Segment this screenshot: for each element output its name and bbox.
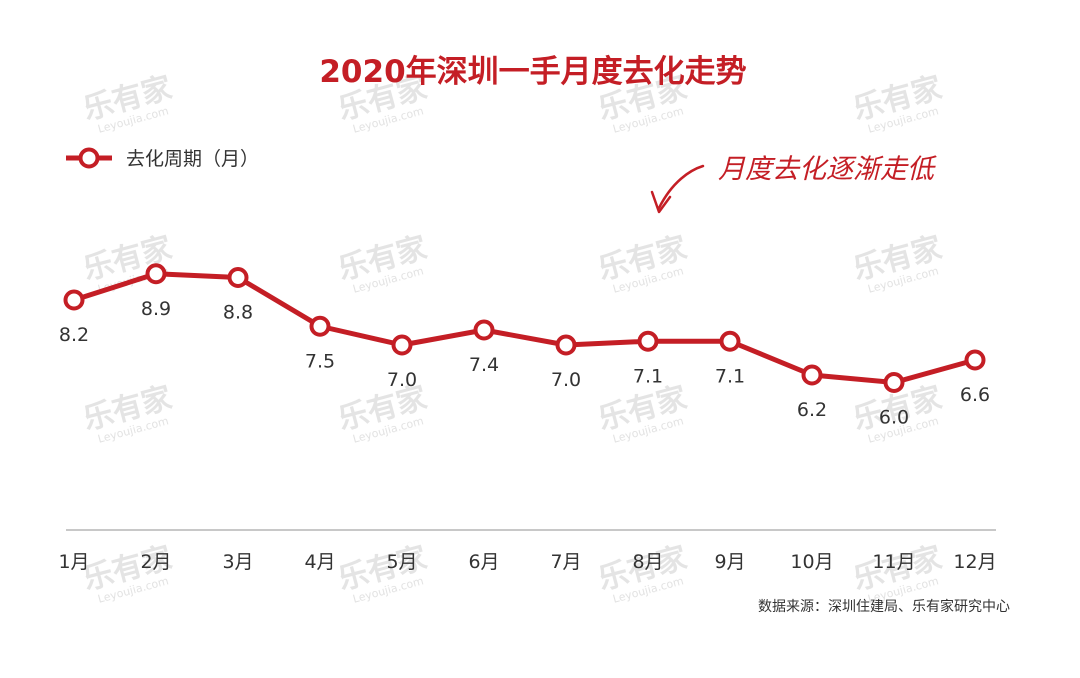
- data-point: [473, 319, 495, 341]
- data-point: [964, 349, 986, 371]
- data-label: 7.1: [633, 365, 663, 387]
- data-label: 7.0: [387, 369, 417, 391]
- annotation-text: 月度去化逐渐走低: [718, 154, 937, 185]
- data-label: 7.1: [715, 365, 745, 387]
- data-label: 8.9: [141, 298, 171, 320]
- data-label: 7.4: [469, 354, 499, 376]
- data-point: [145, 263, 167, 285]
- data-label: 7.0: [551, 369, 581, 391]
- data-label: 6.2: [797, 399, 827, 421]
- series-line: [73, 271, 976, 385]
- data-point: [883, 372, 905, 393]
- chart-title: 2020年深圳一手月度去化走势: [319, 54, 746, 90]
- data-point: [391, 334, 413, 356]
- data-point: [309, 315, 331, 337]
- x-tick-label: 6月: [468, 551, 499, 573]
- x-tick-label: 4月: [304, 551, 335, 573]
- data-label: 7.5: [305, 350, 335, 372]
- x-tick-label: 1月: [58, 551, 89, 573]
- data-point: [637, 330, 659, 352]
- annotation: 月度去化逐渐走低: [650, 154, 937, 214]
- data-point: [227, 267, 249, 288]
- x-tick-label: 12月: [953, 551, 996, 573]
- x-tick-label: 9月: [714, 551, 745, 573]
- data-label: 6.0: [879, 407, 909, 429]
- data-label: 8.8: [223, 302, 253, 324]
- data-point: [555, 334, 577, 356]
- data-label: 6.6: [960, 384, 990, 406]
- legend-point-marker: [78, 147, 100, 169]
- x-tick-label: 5月: [386, 551, 417, 573]
- data-point: [719, 330, 741, 352]
- data-point: [63, 289, 85, 311]
- x-tick-label: 8月: [632, 551, 663, 573]
- x-tick-label: 11月: [872, 551, 915, 573]
- series-layer: [63, 263, 986, 393]
- data-label-layer: 8.2 8.9 8.8 7.5 7.0 7.4 7.0 7.1 7.1 6.2 6.0 6.6: [59, 298, 990, 429]
- annotation-arrowhead-icon: [650, 190, 672, 214]
- x-tick-label: 2月: [140, 551, 171, 573]
- source-note: 数据来源：深圳住建局、乐有家研究中心: [758, 598, 1010, 615]
- data-point: [801, 364, 823, 386]
- annotation-arrow-icon: [657, 164, 705, 210]
- data-label: 8.2: [59, 324, 89, 346]
- x-tick-layer: 1月 2月 3月 4月 5月 6月 7月 8月 9月 10月 11月 12月: [58, 551, 996, 573]
- x-tick-label: 10月: [790, 551, 833, 573]
- x-tick-label: 3月: [222, 551, 253, 573]
- legend-label: 去化周期（月）: [126, 148, 259, 170]
- x-tick-label: 7月: [550, 551, 581, 573]
- legend: 去化周期（月）: [66, 147, 259, 170]
